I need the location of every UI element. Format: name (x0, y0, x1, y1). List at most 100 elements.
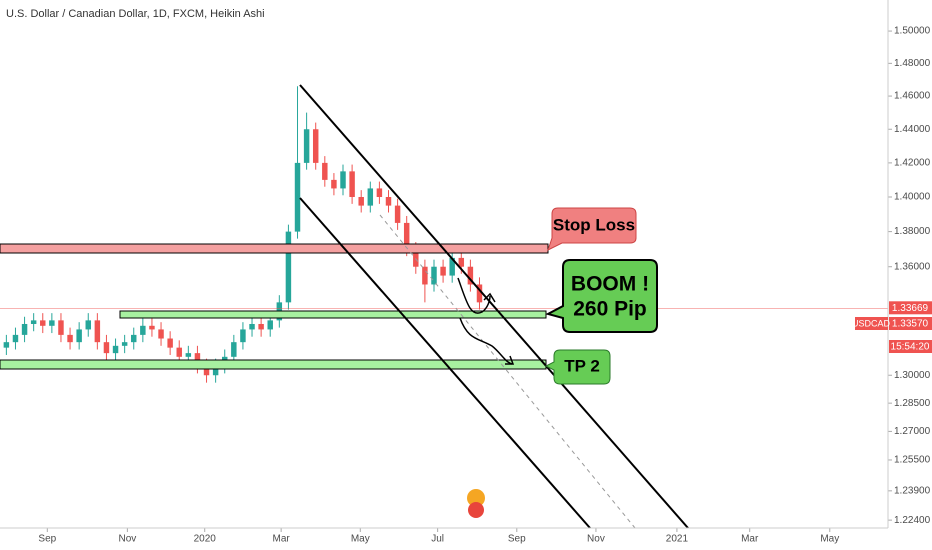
x-tick-label: 2021 (666, 534, 689, 545)
event-icon (468, 502, 484, 518)
channel-lower (299, 197, 591, 529)
candle-body (12, 334, 19, 343)
candle-body (185, 353, 192, 357)
y-tick-label: 1.46000 (894, 91, 931, 102)
candle-body (303, 129, 310, 163)
candle-body (30, 320, 37, 324)
chart-title: U.S. Dollar / Canadian Dollar, 1D, FXCM,… (6, 8, 265, 20)
candle-body (58, 320, 64, 335)
candle-body (112, 345, 119, 354)
arrow-path (457, 277, 491, 314)
price-tags: USDCAD 1.33570 15:54:20 1.33669 (852, 301, 932, 353)
x-tick-label: Nov (118, 534, 136, 545)
symbol-tag-bg (855, 317, 888, 330)
event-icon (467, 489, 485, 507)
y-tick-label: 1.27000 (894, 426, 931, 437)
candle-body (40, 320, 46, 326)
y-tick-label: 1.28500 (894, 398, 931, 409)
x-tick-label: Mar (741, 534, 759, 545)
candle-body (413, 249, 419, 267)
x-tick-label: Jul (431, 534, 444, 545)
stop-loss-zone (0, 243, 549, 254)
y-tick-label: 1.22400 (894, 515, 931, 526)
candle-body (358, 197, 364, 206)
x-tick-label: Sep (508, 534, 526, 545)
x-tick-label: May (351, 534, 370, 545)
candle-body (431, 266, 437, 285)
candle-body (267, 320, 273, 330)
candle-body (294, 162, 301, 232)
tp2-zone (0, 359, 547, 370)
y-tick-label: 1.23900 (894, 485, 931, 496)
y-tick-label: 1.36000 (894, 261, 931, 272)
candle-body (285, 231, 292, 303)
current-price-label: 1.33669 (892, 303, 929, 314)
candle-body (140, 325, 146, 335)
candle-body (149, 325, 155, 330)
y-tick-label: 1.25500 (894, 455, 931, 466)
arrow-head (483, 292, 496, 303)
countdown: 15:54:20 (891, 342, 930, 353)
candle-body (312, 129, 319, 163)
candle-body (376, 188, 383, 198)
candle-body (367, 188, 374, 206)
candle-body (458, 257, 465, 267)
candle-body (394, 205, 401, 223)
candle-body (385, 197, 392, 206)
candle-body (240, 329, 246, 343)
x-tick-label: 2020 (194, 534, 217, 545)
candle-body (67, 334, 73, 343)
candle-body (467, 266, 474, 285)
channel-upper (299, 84, 689, 529)
x-tick-label: Nov (587, 534, 605, 545)
candle-body (49, 320, 55, 326)
candle-body (212, 366, 219, 376)
candle-body (449, 257, 455, 276)
symbol-tag-bg (889, 317, 932, 330)
candle-body (231, 342, 237, 357)
candle-body (349, 171, 355, 198)
candle-body (121, 342, 128, 346)
x-tick-label: May (820, 534, 839, 545)
candle-body (203, 366, 210, 376)
symbol-price: 1.33570 (892, 319, 929, 330)
boom-callout (545, 259, 658, 333)
candle-body (176, 347, 182, 357)
symbol-tag-gap (889, 331, 932, 340)
candle-body (322, 162, 328, 180)
candle-body (340, 171, 346, 189)
plot-area: 1.50000 1.48000 1.46000 1.44000 1.42000 1.400… (0, 26, 931, 545)
y-tick-label: 1.44000 (894, 124, 931, 135)
arrow-head (505, 355, 515, 365)
boom-label: 260 Pip (573, 298, 647, 321)
candle-body (158, 329, 164, 339)
candle-body (94, 320, 101, 343)
y-tick-label: 1.50000 (894, 26, 931, 37)
candle-body (440, 266, 446, 276)
candle-body (103, 342, 110, 354)
y-tick-label: 1.40000 (894, 192, 931, 203)
tp2-label: TP 2 (564, 356, 600, 375)
candle-body (21, 323, 28, 335)
candle-body (331, 179, 337, 189)
x-tick-label: Sep (38, 534, 56, 545)
candle-body (422, 266, 428, 285)
stop-loss-label: Stop Loss (553, 215, 635, 234)
candle-body (3, 342, 10, 348)
stop-loss-callout (547, 207, 637, 251)
candle-body (403, 222, 410, 250)
boom-label: BOOM ! (571, 273, 649, 296)
candle-body (476, 284, 483, 303)
candle-body (76, 329, 82, 343)
tp2-callout (544, 349, 611, 385)
y-tick-label: 1.48000 (894, 58, 931, 69)
x-tick-label: Mar (273, 534, 291, 545)
symbol-name: USDCAD (852, 318, 891, 328)
candle-body (131, 334, 137, 343)
symbol-tag-bg (889, 340, 932, 353)
arrow-path (459, 317, 513, 365)
y-tick-label: 1.38000 (894, 226, 931, 237)
current-price-tag (889, 301, 932, 315)
y-tick-label: 1.42000 (894, 158, 931, 169)
